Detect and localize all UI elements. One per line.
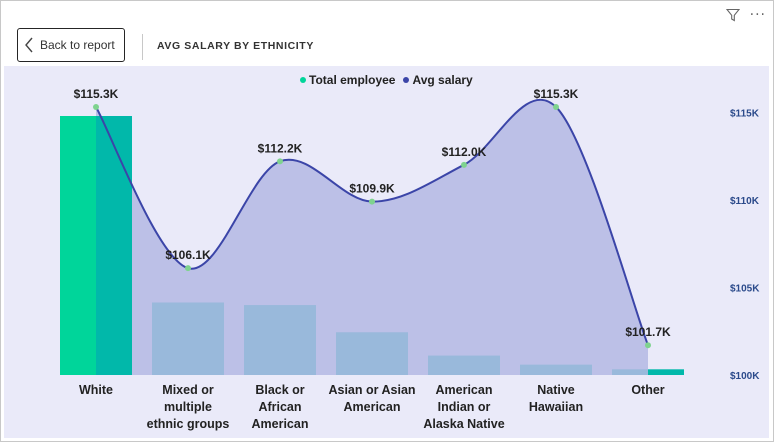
avg-salary-point-3 bbox=[369, 198, 375, 205]
avg-salary-data-label-4: $112.0K bbox=[442, 145, 487, 159]
x-tick-label-4: American Indian or Alaska Native bbox=[414, 382, 514, 433]
x-tick-label-0: White bbox=[46, 382, 146, 399]
y2-tick-label-1: $110K bbox=[730, 196, 760, 207]
x-tick-label-line: White bbox=[78, 383, 114, 397]
legend-label-avg-salary: Avg salary bbox=[412, 73, 473, 87]
back-to-report-button[interactable]: Back to report bbox=[17, 28, 125, 62]
avg-salary-point-1 bbox=[185, 265, 191, 272]
filter-icon[interactable] bbox=[725, 8, 740, 22]
x-tick-label-line: ethnic groups bbox=[146, 417, 230, 431]
avg-salary-data-label-1: $106.1K bbox=[165, 248, 211, 262]
avg-salary-point-6 bbox=[645, 342, 651, 349]
x-tick-label-line: Mixed or bbox=[162, 383, 214, 397]
avg-salary-point-0 bbox=[93, 104, 99, 111]
bar-0-highlight bbox=[60, 116, 96, 375]
avg-salary-data-label-5: $115.3K bbox=[534, 87, 579, 101]
x-tick-label-3: Asian or Asian American bbox=[322, 382, 422, 416]
x-tick-label-line: American bbox=[435, 383, 493, 397]
avg-salary-point-2 bbox=[277, 158, 283, 165]
bar-0-right bbox=[96, 116, 132, 375]
page-title: AVG SALARY BY ETHNICITY bbox=[157, 40, 314, 52]
chevron-left-icon bbox=[18, 37, 40, 53]
x-tick-label-line: Indian or bbox=[437, 400, 491, 414]
x-tick-label-line: Alaska Native bbox=[423, 417, 505, 431]
x-tick-label-6: Other bbox=[598, 382, 698, 399]
avg-salary-point-4 bbox=[461, 161, 467, 168]
x-tick-label-line: Asian or Asian bbox=[328, 383, 416, 397]
avg-salary-data-label-2: $112.2K bbox=[258, 141, 303, 155]
y2-tick-label-0: $115K bbox=[730, 108, 760, 119]
avg-salary-data-label-6: $101.7K bbox=[625, 325, 671, 339]
header-divider bbox=[142, 34, 143, 60]
avg-salary-data-label-0: $115.3K bbox=[74, 87, 119, 101]
legend-item-total-employee[interactable]: Total employee bbox=[300, 73, 395, 87]
legend-label-total-employee: Total employee bbox=[309, 73, 396, 87]
visual-toolbar: ··· bbox=[725, 7, 766, 23]
x-tick-label-line: American bbox=[251, 417, 309, 431]
legend-marker-total-employee bbox=[300, 77, 306, 83]
legend-marker-avg-salary bbox=[403, 77, 410, 83]
y2-tick-label-2: $105K bbox=[730, 283, 760, 294]
x-tick-label-line: American bbox=[343, 400, 401, 414]
x-tick-label-line: Other bbox=[631, 383, 665, 397]
x-tick-label-line: African bbox=[258, 400, 302, 414]
x-tick-label-line: multiple bbox=[164, 400, 212, 414]
avg-salary-point-5 bbox=[553, 104, 559, 111]
x-tick-label-line: Native bbox=[537, 383, 575, 397]
y2-tick-label-3: $100K bbox=[730, 371, 760, 382]
x-tick-label-line: Hawaiian bbox=[528, 400, 584, 414]
legend-item-avg-salary[interactable]: Avg salary bbox=[403, 73, 473, 87]
avg-salary-area bbox=[96, 99, 648, 376]
x-tick-label-5: Native Hawaiian bbox=[506, 382, 606, 416]
x-tick-label-2: Black or African American bbox=[230, 382, 330, 433]
avg-salary-data-label-3: $109.9K bbox=[349, 182, 395, 196]
back-button-label: Back to report bbox=[40, 38, 115, 52]
x-tick-label-1: Mixed or multiple ethnic groups bbox=[138, 382, 238, 433]
x-tick-label-line: Black or bbox=[255, 383, 305, 397]
legend: Total employee Avg salary bbox=[300, 73, 473, 87]
more-options-icon[interactable]: ··· bbox=[749, 7, 766, 23]
